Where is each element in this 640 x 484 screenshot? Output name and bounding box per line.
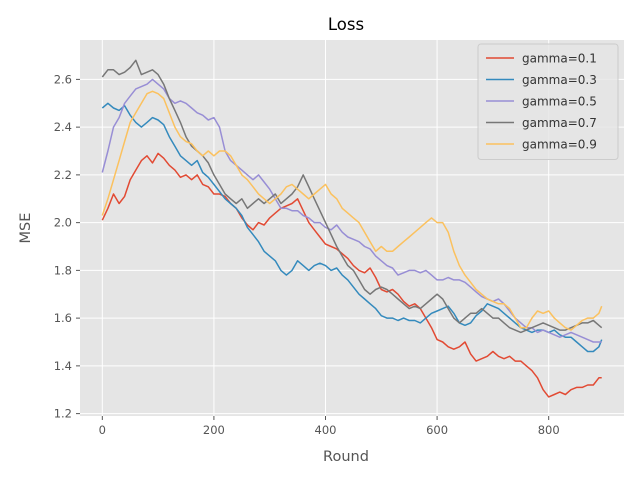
x-tick-label: 800 — [538, 423, 560, 437]
x-axis-label: Round — [323, 449, 369, 465]
legend: gamma=0.1 gamma=0.3 gamma=0.5 gamma=0.7 gamm… — [477, 43, 619, 160]
y-tick-label: 2.2 — [54, 168, 72, 182]
y-tick-label: 1.6 — [54, 311, 72, 325]
x-tick-label: 0 — [99, 423, 106, 437]
legend-label: gamma=0.9 — [522, 138, 597, 152]
chart-title: Loss — [328, 15, 364, 34]
y-tick-label: 1.4 — [54, 359, 72, 373]
y-axis-label: MSE — [18, 213, 34, 244]
x-axis-ticks: 0 200 400 600 800 — [99, 416, 560, 437]
series-line-gamma-0-5 — [101, 78, 602, 343]
y-tick-label: 2.4 — [54, 120, 72, 134]
y-tick-label: 2.0 — [54, 216, 72, 230]
legend-label: gamma=0.3 — [522, 73, 597, 87]
y-tick-label: 1.8 — [54, 263, 72, 277]
series-layer — [101, 59, 603, 398]
legend-label: gamma=0.1 — [522, 52, 597, 66]
x-tick-label: 200 — [203, 423, 225, 437]
series-line-gamma-0-7 — [101, 59, 603, 334]
series-line-gamma-0-9 — [101, 90, 603, 331]
legend-label: gamma=0.7 — [522, 116, 597, 130]
y-axis-ticks: 1.2 1.4 1.6 1.8 2.0 2.2 2.4 2.6 — [54, 72, 80, 421]
x-tick-label: 400 — [315, 423, 337, 437]
y-tick-label: 2.6 — [54, 72, 72, 86]
y-tick-label: 1.2 — [54, 407, 72, 421]
x-tick-label: 600 — [426, 423, 448, 437]
legend-box — [477, 43, 619, 160]
legend-label: gamma=0.5 — [522, 95, 597, 109]
series-line-gamma-0-1 — [101, 152, 602, 398]
